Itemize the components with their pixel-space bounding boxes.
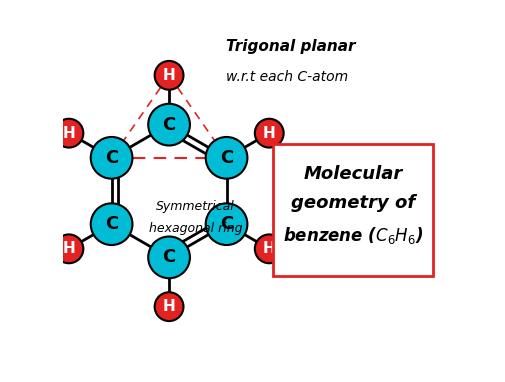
Circle shape [155,292,183,321]
Text: H: H [63,126,75,141]
Text: hexagonal ring: hexagonal ring [149,222,242,235]
Circle shape [55,235,83,263]
Text: C: C [105,215,118,233]
Circle shape [91,203,132,245]
Text: C: C [163,248,176,266]
Circle shape [91,137,132,179]
Text: benzene ($\mathit{C_6H_6}$): benzene ($\mathit{C_6H_6}$) [283,225,423,246]
Text: w.r.t each C-atom: w.r.t each C-atom [226,70,348,84]
Text: Symmetrical: Symmetrical [156,200,235,213]
Text: geometry of: geometry of [291,194,415,212]
Text: H: H [263,241,276,256]
Text: H: H [163,68,175,83]
Text: C: C [105,149,118,167]
Circle shape [148,104,190,146]
Circle shape [255,235,284,263]
FancyBboxPatch shape [273,144,433,276]
Circle shape [206,137,247,179]
Text: C: C [220,149,233,167]
Text: Trigonal planar: Trigonal planar [226,39,356,54]
Circle shape [55,119,83,147]
Text: H: H [163,299,175,314]
Circle shape [155,61,183,90]
Text: H: H [263,126,276,141]
Text: H: H [63,241,75,256]
Text: Molecular: Molecular [304,165,402,183]
Circle shape [206,203,247,245]
Text: C: C [163,116,176,134]
Text: C: C [220,215,233,233]
Circle shape [148,236,190,278]
Circle shape [255,119,284,147]
